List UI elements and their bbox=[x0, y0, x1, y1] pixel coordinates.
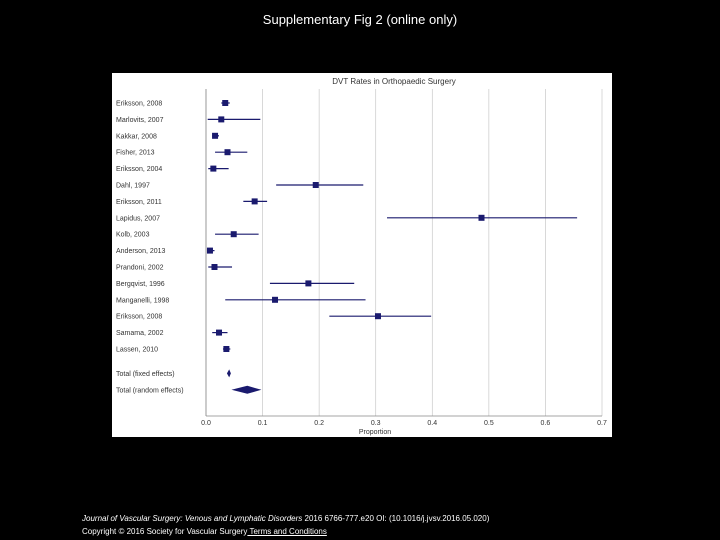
x-tick-label: 0.2 bbox=[314, 420, 324, 427]
terms-and-conditions-link[interactable]: Terms and Conditions bbox=[247, 527, 327, 536]
citation-journal: Journal of Vascular Surgery: Venous and … bbox=[82, 514, 303, 523]
point-estimate bbox=[218, 116, 225, 123]
point-estimate bbox=[312, 182, 319, 188]
study-label: Eriksson, 2008 bbox=[116, 101, 162, 108]
x-tick-label: 0.6 bbox=[541, 420, 551, 427]
citation-line: Journal of Vascular Surgery: Venous and … bbox=[82, 514, 489, 523]
point-estimate bbox=[211, 264, 218, 270]
point-estimate bbox=[216, 329, 223, 336]
pooled-label: Total (random effects) bbox=[116, 387, 184, 394]
study-label: Manganelli, 1998 bbox=[116, 297, 169, 304]
point-estimate bbox=[224, 149, 231, 156]
study-label: Eriksson, 2011 bbox=[116, 199, 162, 206]
x-tick-label: 0.4 bbox=[427, 420, 437, 427]
study-label: Fisher, 2013 bbox=[116, 150, 155, 157]
study-label: Eriksson, 2008 bbox=[116, 314, 162, 321]
pooled-diamond bbox=[231, 385, 262, 394]
forest-plot: DVT Rates in Orthopaedic Surgery 0.0 0.1 0.… bbox=[116, 77, 607, 436]
study-label: Lapidus, 2007 bbox=[116, 215, 160, 222]
point-estimate bbox=[305, 280, 312, 287]
point-estimate bbox=[222, 100, 229, 106]
study-label: Dahl, 1997 bbox=[116, 183, 150, 190]
study-label: Prandoni, 2002 bbox=[116, 265, 164, 272]
study-label: Lassen, 2010 bbox=[116, 347, 158, 354]
point-estimate bbox=[206, 247, 213, 254]
slide-title: Supplementary Fig 2 (online only) bbox=[262, 12, 458, 27]
pooled-diamond bbox=[226, 369, 231, 378]
point-estimate bbox=[230, 231, 237, 238]
citation-details: 2016 6766-777.e20 OI: (10.1016/j.jvsv.20… bbox=[302, 514, 490, 523]
study-label: Kakkar, 2008 bbox=[116, 133, 157, 140]
point-estimate bbox=[478, 214, 485, 221]
point-estimate bbox=[251, 198, 258, 205]
copyright-text: Copyright © 2016 Society for Vascular Su… bbox=[82, 527, 248, 536]
study-label: Eriksson, 2004 bbox=[116, 166, 162, 173]
pooled-label: Total (fixed effects) bbox=[116, 371, 175, 378]
study-label: Bergqvist, 1996 bbox=[116, 281, 165, 288]
x-tick-label: 0.7 bbox=[597, 420, 607, 427]
x-axis-label: Proportion bbox=[359, 429, 391, 436]
point-estimate bbox=[212, 132, 219, 139]
forest-plot-figure: DVT Rates in Orthopaedic Surgery 0.0 0.1 0.… bbox=[112, 73, 612, 437]
x-tick-label: 0.0 bbox=[201, 420, 211, 427]
study-label: Samama, 2002 bbox=[116, 330, 164, 337]
point-estimate bbox=[223, 346, 230, 352]
study-label: Anderson, 2013 bbox=[116, 248, 166, 255]
copyright-line: Copyright © 2016 Society for Vascular Su… bbox=[82, 527, 327, 536]
study-label: Kolb, 2003 bbox=[116, 232, 150, 239]
x-tick-label: 0.5 bbox=[484, 420, 494, 427]
point-estimate bbox=[272, 296, 279, 303]
study-label: Marlovits, 2007 bbox=[116, 117, 164, 124]
chart-title: DVT Rates in Orthopaedic Surgery bbox=[332, 77, 455, 86]
x-tick-label: 0.1 bbox=[258, 420, 268, 427]
point-estimate bbox=[210, 165, 217, 172]
x-tick-label: 0.3 bbox=[371, 420, 381, 427]
point-estimate bbox=[374, 313, 381, 320]
